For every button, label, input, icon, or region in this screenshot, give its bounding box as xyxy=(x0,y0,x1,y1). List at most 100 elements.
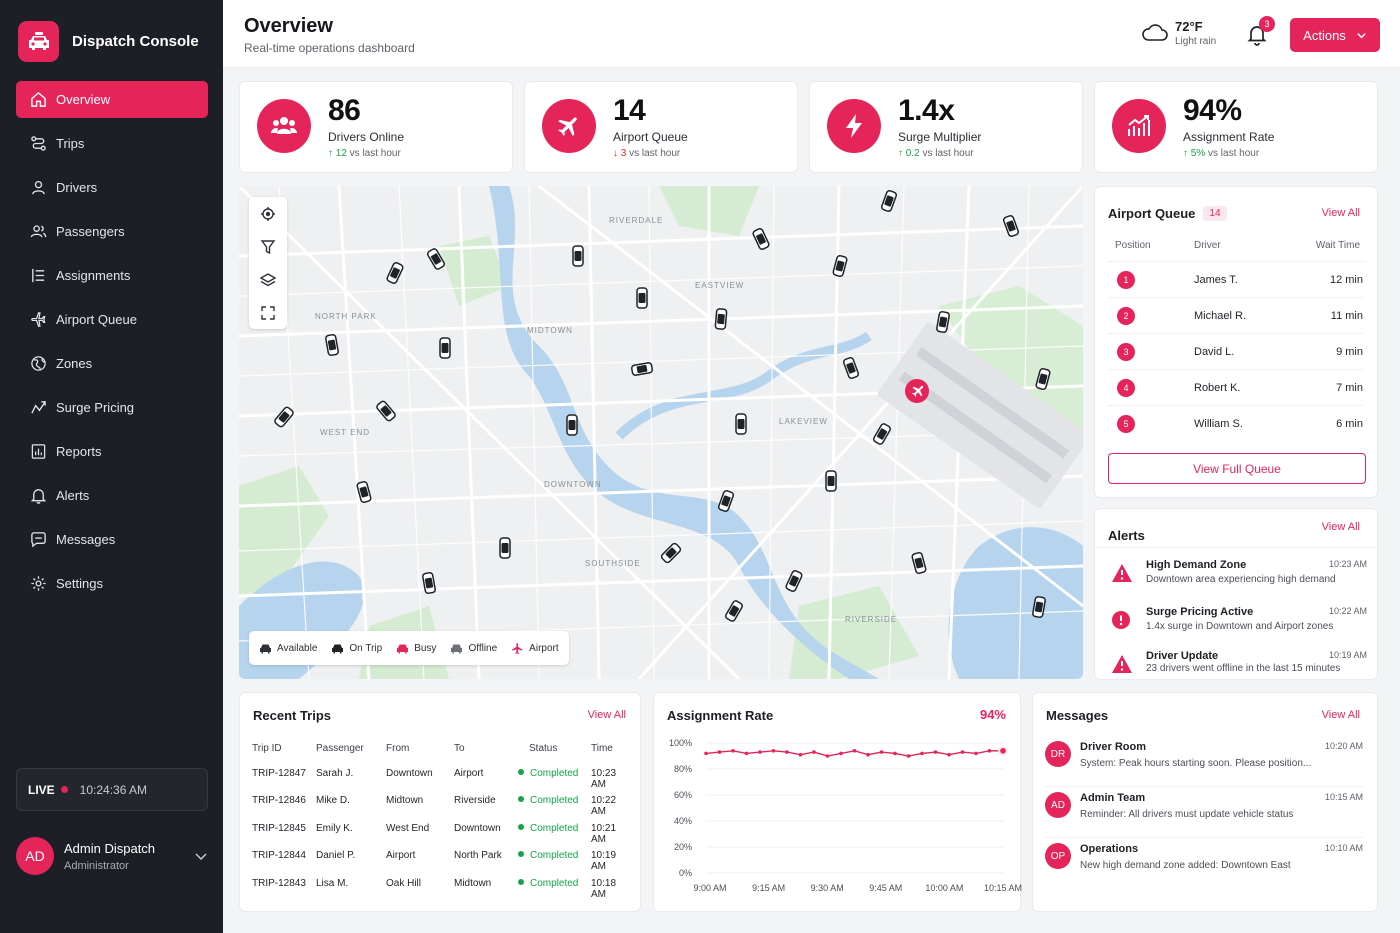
legend-on-trip: On Trip xyxy=(331,643,382,654)
taxi-marker-icon[interactable] xyxy=(752,228,770,250)
alert-item[interactable]: Surge Pricing Active 10:22 AM 1.4x surge… xyxy=(1109,606,1367,646)
taxi-marker-icon[interactable] xyxy=(422,572,436,594)
queue-row[interactable]: 4 Robert K. 7 min xyxy=(1108,370,1363,406)
map-area-label: NORTH PARK xyxy=(315,312,377,321)
taxi-marker-icon[interactable] xyxy=(880,189,898,213)
expand-icon xyxy=(261,305,275,320)
live-label: LIVE xyxy=(28,782,55,797)
taxi-marker-icon[interactable] xyxy=(325,334,339,356)
gear-icon xyxy=(31,576,46,591)
trip-time: 10:21 AM xyxy=(591,823,617,845)
live-map[interactable]: RIVERDALE EASTVIEW NORTH PARK MIDTOWN LA… xyxy=(239,186,1083,679)
taxi-marker-icon[interactable] xyxy=(1032,596,1046,618)
taxi-marker-icon[interactable] xyxy=(636,287,648,309)
stat-card-surge-multiplier[interactable]: 1.4x Surge Multiplier ↑ 0.2 vs last hour xyxy=(809,81,1083,173)
sidebar-item-reports[interactable]: Reports xyxy=(16,433,208,470)
trip-passenger: Sarah J. xyxy=(316,768,354,779)
taxi-marker-icon[interactable] xyxy=(376,400,397,422)
filter-button[interactable] xyxy=(249,230,287,263)
sidebar-item-messages[interactable]: Messages xyxy=(16,521,208,558)
data-point xyxy=(717,750,722,754)
fullscreen-button[interactable] xyxy=(249,296,287,329)
taxi-marker-icon[interactable] xyxy=(572,245,584,267)
chat-icon xyxy=(31,532,46,548)
sidebar-item-settings[interactable]: Settings xyxy=(16,565,208,602)
sidebar-item-airport-queue[interactable]: Airport Queue xyxy=(16,301,208,338)
table-row[interactable]: TRIP-12843 Lisa M. Oak Hill Midtown Comp… xyxy=(252,878,630,905)
airport-marker-icon[interactable] xyxy=(905,379,929,403)
queue-view-all-link[interactable]: View All xyxy=(1321,207,1360,219)
sidebar-item-passengers[interactable]: Passengers xyxy=(16,213,208,250)
taxi-marker-icon[interactable] xyxy=(873,423,892,445)
sidebar-item-surge-pricing[interactable]: Surge Pricing xyxy=(16,389,208,426)
sidebar-item-label: Assignments xyxy=(56,268,131,283)
chevron-down-icon[interactable] xyxy=(194,849,208,863)
table-row[interactable]: TRIP-12845 Emily K. West End Downtown Co… xyxy=(252,823,630,850)
taxi-marker-icon[interactable] xyxy=(1035,367,1051,391)
taxi-marker-icon[interactable] xyxy=(714,308,728,330)
queue-wait-time: 6 min xyxy=(1336,418,1363,430)
legend-offline: Offline xyxy=(450,643,497,654)
globe-icon xyxy=(31,356,46,371)
taxi-marker-icon[interactable] xyxy=(936,311,950,333)
taxi-marker-icon[interactable] xyxy=(717,489,735,513)
trips-col-to: To xyxy=(454,743,465,754)
brand[interactable]: Dispatch Console xyxy=(18,21,199,62)
taxi-marker-icon[interactable] xyxy=(427,248,446,270)
sidebar-item-assignments[interactable]: Assignments xyxy=(16,257,208,294)
message-item[interactable]: OP Operations 10:10 AM New high demand z… xyxy=(1045,843,1363,889)
view-full-queue-button[interactable]: View Full Queue xyxy=(1108,453,1366,484)
taxi-marker-icon[interactable] xyxy=(631,362,653,376)
queue-row[interactable]: 3 David L. 9 min xyxy=(1108,334,1363,370)
stat-card-assignment-rate[interactable]: 94% Assignment Rate ↑ 5% vs last hour xyxy=(1094,81,1378,173)
taxi-marker-icon[interactable] xyxy=(439,337,451,359)
sidebar-item-alerts[interactable]: Alerts xyxy=(16,477,208,514)
x-tick-label: 10:15 AM xyxy=(984,883,1022,893)
taxi-marker-icon[interactable] xyxy=(825,470,837,492)
taxi-marker-icon[interactable] xyxy=(566,414,578,436)
taxi-marker-icon[interactable] xyxy=(499,537,511,559)
data-point xyxy=(785,750,789,754)
user-menu[interactable]: AD Admin Dispatch Administrator xyxy=(16,836,208,876)
queue-driver-name: James T. xyxy=(1194,273,1238,286)
queue-wait-time: 9 min xyxy=(1336,345,1363,358)
trips-view-all-link[interactable]: View All xyxy=(587,709,626,721)
taxi-marker-icon[interactable] xyxy=(274,406,295,428)
queue-row[interactable]: 5 William S. 6 min xyxy=(1108,406,1363,442)
taxi-marker-icon[interactable] xyxy=(356,480,372,504)
sidebar-item-label: Drivers xyxy=(56,180,98,195)
message-item[interactable]: AD Admin Team 10:15 AM Reminder: All dri… xyxy=(1045,792,1363,838)
taxi-marker-icon[interactable] xyxy=(842,356,860,380)
map-canvas[interactable]: RIVERDALE EASTVIEW NORTH PARK MIDTOWN LA… xyxy=(239,186,1083,679)
table-row[interactable]: TRIP-12846 Mike D. Midtown Riverside Com… xyxy=(252,795,630,822)
taxi-marker-icon[interactable] xyxy=(725,600,744,622)
sidebar-item-drivers[interactable]: Drivers xyxy=(16,169,208,206)
taxi-marker-icon[interactable] xyxy=(785,570,803,592)
sidebar-item-zones[interactable]: Zones xyxy=(16,345,208,382)
message-item[interactable]: DR Driver Room 10:20 AM System: Peak hou… xyxy=(1045,741,1363,787)
trips-col-passenger: Passenger xyxy=(316,743,364,754)
sidebar-item-overview[interactable]: Overview xyxy=(16,81,208,118)
alert-item[interactable]: High Demand Zone 10:23 AM Downtown area … xyxy=(1109,559,1367,599)
trip-id: TRIP-12845 xyxy=(252,823,306,834)
y-tick-label: 0% xyxy=(679,868,692,878)
taxi-marker-icon[interactable] xyxy=(660,542,682,564)
taxi-marker-icon[interactable] xyxy=(1002,214,1020,238)
taxi-marker-icon[interactable] xyxy=(832,254,848,278)
alerts-view-all-link[interactable]: View All xyxy=(1321,521,1360,533)
taxi-marker-icon[interactable] xyxy=(735,413,747,435)
alert-item[interactable]: Driver Update 10:19 AM 23 drivers went o… xyxy=(1109,650,1367,680)
locate-button[interactable] xyxy=(249,197,287,230)
stat-card-drivers-online[interactable]: 86 Drivers Online ↑ 12 vs last hour xyxy=(239,81,513,173)
queue-row[interactable]: 2 Michael R. 11 min xyxy=(1108,298,1363,334)
sidebar-item-trips[interactable]: Trips xyxy=(16,125,208,162)
queue-row[interactable]: 1 James T. 12 min xyxy=(1108,262,1363,298)
taxi-marker-icon[interactable] xyxy=(911,551,927,575)
table-row[interactable]: TRIP-12844 Daniel P. Airport North Park … xyxy=(252,850,630,877)
taxi-marker-icon[interactable] xyxy=(386,262,404,284)
layers-button[interactable] xyxy=(249,263,287,296)
table-row[interactable]: TRIP-12847 Sarah J. Downtown Airport Com… xyxy=(252,768,630,795)
messages-view-all-link[interactable]: View All xyxy=(1321,709,1360,721)
stat-card-airport-queue[interactable]: 14 Airport Queue ↓ 3 vs last hour xyxy=(524,81,798,173)
actions-button[interactable]: Actions xyxy=(1290,18,1380,52)
